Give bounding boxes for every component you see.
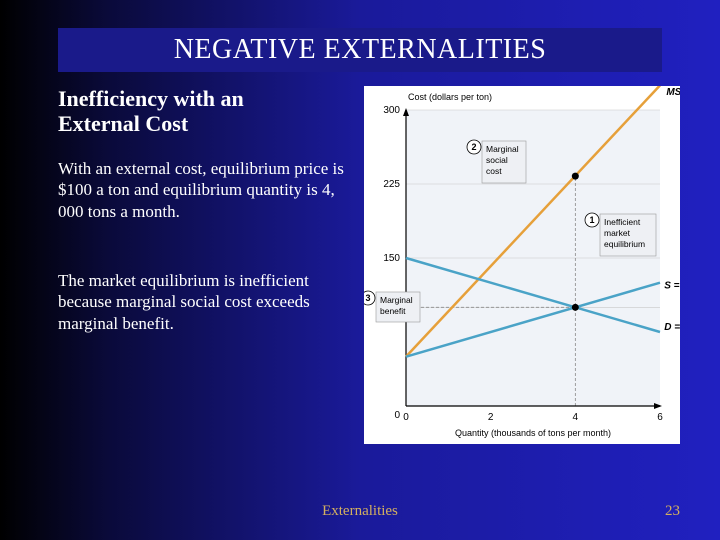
svg-text:6: 6 [657,412,663,423]
svg-text:3: 3 [365,293,370,303]
externality-chart: 10015022530002460Cost (dollars per ton)Q… [364,86,680,444]
svg-text:social: social [486,155,508,165]
svg-text:0: 0 [394,410,400,421]
svg-text:Marginal: Marginal [380,295,413,305]
subtitle-line-1: Inefficiency with an [58,86,244,111]
svg-text:4: 4 [573,412,579,423]
svg-text:D = MB: D = MB [664,322,680,333]
footer-topic: Externalities [322,503,398,520]
paragraph-2: The market equilibrium is inefficient be… [58,270,353,334]
chart-svg: 10015022530002460Cost (dollars per ton)Q… [364,86,680,444]
svg-text:market: market [604,228,631,238]
svg-text:Marginal: Marginal [486,144,519,154]
svg-text:300: 300 [383,105,400,116]
paragraph-1: With an external cost, equilibrium price… [58,158,353,222]
svg-text:Inefficient: Inefficient [604,217,641,227]
title-bar: NEGATIVE EXTERNALITIES [58,28,662,72]
svg-text:MSC: MSC [666,87,680,98]
subtitle-line-2: External Cost [58,111,244,136]
slide-subtitle: Inefficiency with an External Cost [58,86,244,137]
svg-text:S = MC: S = MC [664,281,680,292]
slide-title: NEGATIVE EXTERNALITIES [174,34,547,66]
footer-page-number: 23 [665,503,680,520]
svg-text:Quantity (thousands of tons pe: Quantity (thousands of tons per month) [455,428,611,438]
svg-text:2: 2 [471,142,476,152]
svg-text:cost: cost [486,166,502,176]
svg-text:benefit: benefit [380,306,406,316]
svg-text:Cost (dollars per ton): Cost (dollars per ton) [408,92,492,102]
svg-text:2: 2 [488,412,494,423]
svg-text:1: 1 [589,215,594,225]
svg-text:225: 225 [383,179,400,190]
svg-text:0: 0 [403,412,409,423]
svg-text:equilibrium: equilibrium [604,239,645,249]
svg-text:150: 150 [383,253,400,264]
